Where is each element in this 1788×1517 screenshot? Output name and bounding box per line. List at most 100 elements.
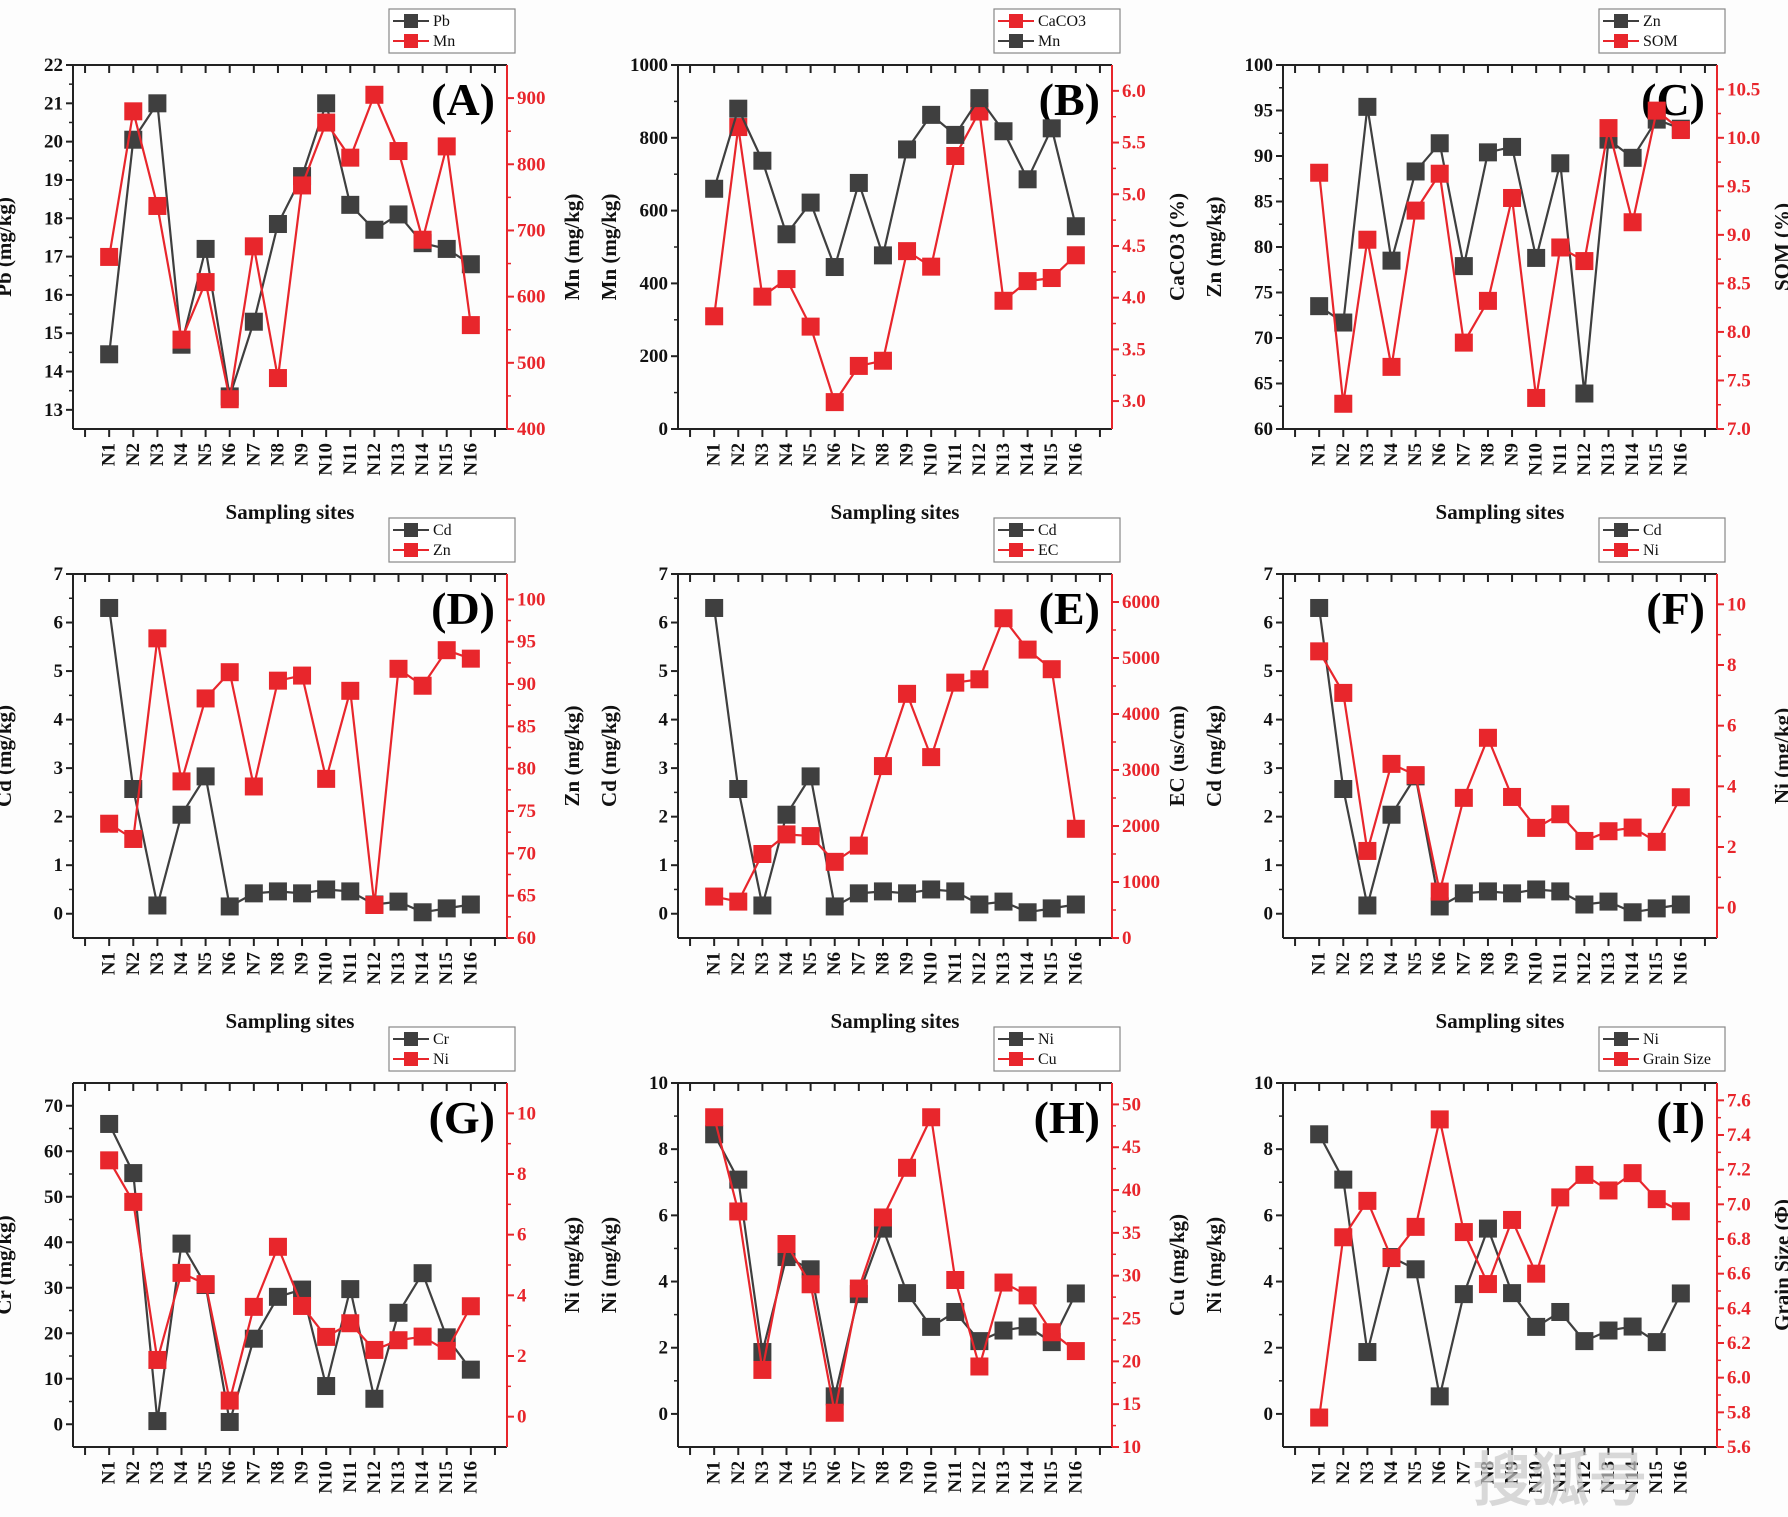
data-point-ec (1066, 819, 1085, 838)
left-y-tick-label: 3 (54, 758, 64, 779)
right-y-tick-label: 20 (1122, 1351, 1141, 1372)
data-point-ni (1623, 1317, 1642, 1336)
data-point-som (1310, 163, 1329, 182)
chart-panel-h: N1N2N3N4N5N6N7N8N9N10N11N12N13N14N15N16S… (597, 1026, 1189, 1494)
x-tick-label: N2 (728, 952, 749, 975)
data-point-cu (825, 1403, 844, 1422)
x-tick-label: N9 (1502, 443, 1523, 466)
left-y-tick-label: 1 (659, 855, 669, 876)
chart-panel-f: N1 N2 N3 N4 N5 N6 N7 N8 N9 N10 N11 N12 N13 N14 N15 N16 S… (1202, 517, 1788, 1033)
x-tick-label: N1 (99, 1461, 120, 1484)
x-tick-label: N15 (436, 952, 457, 985)
data-point-ec (705, 887, 724, 906)
data-point-cd (1575, 895, 1594, 914)
data-point-ni (1406, 766, 1425, 785)
x-tick-label: N14 (1017, 952, 1038, 985)
x-tick-label: N7 (1453, 1461, 1474, 1485)
x-tick-label: N11 (340, 1461, 361, 1493)
x-tick-label: N10 (921, 443, 942, 476)
data-point-ni (1671, 1284, 1690, 1303)
x-tick-label: N13 (993, 1461, 1014, 1494)
right-y-tick-label: 80 (517, 759, 536, 780)
left-y-tick-label: 8 (1264, 1139, 1274, 1160)
left-y-tick-label: 400 (640, 273, 669, 294)
x-tick-label: N6 (824, 443, 845, 466)
data-point-ec (777, 825, 796, 844)
right-y-tick-label: 0 (517, 1407, 527, 1428)
legend-swatch-marker (404, 523, 418, 537)
left-y-tick-label: 65 (1254, 374, 1273, 395)
legend-swatch-marker (1614, 34, 1628, 48)
data-point-cr (220, 1412, 239, 1431)
data-point-som (1430, 164, 1449, 183)
left-y-tick-label: 0 (659, 419, 669, 440)
right-y-tick-label: 30 (1122, 1266, 1141, 1287)
data-point-grain-size (1599, 1181, 1618, 1200)
legend-label: CaCO3 (1038, 13, 1086, 30)
right-y-tick-label: 70 (517, 843, 536, 864)
x-tick-label: N12 (969, 443, 990, 476)
right-y-tick-label: 15 (1122, 1394, 1141, 1415)
data-point-cr (317, 1377, 336, 1396)
data-point-grain-size (1334, 1228, 1353, 1247)
right-y-tick-label: 7.0 (1727, 1194, 1751, 1215)
data-point-cd (753, 896, 772, 915)
panel-label: (E) (1039, 583, 1100, 634)
x-tick-label: N11 (340, 952, 361, 984)
data-point-ni (1551, 1302, 1570, 1321)
right-y-tick-label: 2 (517, 1346, 527, 1367)
x-tick-label: N15 (436, 1461, 457, 1494)
x-tick-label: N14 (1622, 1461, 1643, 1494)
legend-label: Ni (433, 1051, 450, 1068)
data-point-pb (341, 195, 360, 214)
data-point-mn (1066, 217, 1085, 236)
legend-swatch-marker (404, 34, 418, 48)
left-y-tick-label: 90 (1254, 146, 1273, 167)
right-y-tick-label: 9.5 (1727, 176, 1751, 197)
x-tick-label: N2 (1333, 1461, 1354, 1484)
data-point-ec (970, 670, 989, 689)
data-point-ec (729, 892, 748, 911)
data-point-cd (437, 899, 456, 918)
x-tick-label: N10 (1526, 952, 1547, 985)
data-point-caco3 (753, 287, 772, 306)
right-y-tick-label: 1000 (1122, 872, 1160, 893)
right-y-axis-title: Cu (mg/kg) (1165, 1214, 1189, 1316)
data-point-zn (124, 829, 143, 848)
data-point-ni (1671, 788, 1690, 807)
x-tick-label: N14 (412, 1461, 433, 1494)
data-point-zn (1358, 97, 1377, 116)
series-line-ni (1318, 1133, 1682, 1397)
data-point-grain-size (1575, 1165, 1594, 1184)
right-y-axis-title: Mn (mg/kg) (560, 194, 584, 301)
data-point-ni (461, 1297, 480, 1316)
data-point-ni (729, 1170, 748, 1189)
x-tick-label: N6 (219, 1461, 240, 1484)
data-point-mn (461, 316, 480, 335)
left-y-tick-label: 4 (54, 710, 64, 731)
data-point-cr (244, 1329, 263, 1348)
data-point-grain-size (1527, 1264, 1546, 1283)
data-point-cd (801, 767, 820, 786)
data-point-ni (100, 1151, 119, 1170)
x-tick-label: N9 (897, 443, 918, 466)
data-point-mn (873, 246, 892, 265)
x-tick-label: N4 (1381, 952, 1402, 976)
legend: Cd Zn (388, 517, 516, 563)
data-point-ec (1042, 660, 1061, 679)
data-point-ni (317, 1327, 336, 1346)
x-tick-label: N6 (1429, 443, 1450, 466)
x-tick-label: N8 (1477, 443, 1498, 466)
series-line-zn (108, 638, 472, 906)
x-tick-label: N9 (897, 952, 918, 975)
x-axis-title: Sampling sites (226, 500, 355, 524)
data-point-mn (172, 330, 191, 349)
legend: Ni Cu (993, 1026, 1121, 1072)
series-line-ni (1318, 650, 1682, 892)
left-y-tick-label: 5 (54, 661, 64, 682)
data-point-cd (898, 884, 917, 903)
legend-swatch-marker (404, 1052, 418, 1066)
data-point-cd (922, 880, 941, 899)
data-point-cd (244, 884, 263, 903)
data-point-cr (148, 1412, 167, 1431)
